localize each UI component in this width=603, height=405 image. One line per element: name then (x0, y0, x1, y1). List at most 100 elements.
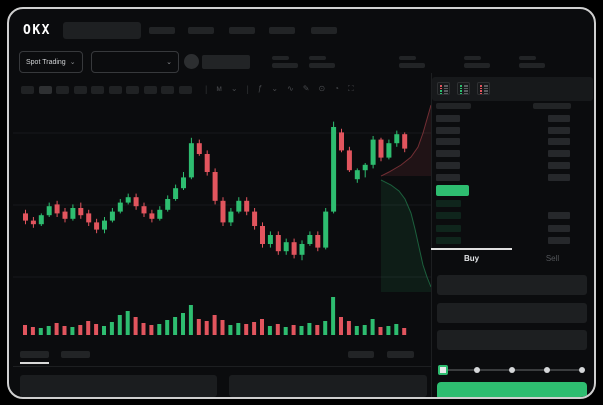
buy-submit-button[interactable] (437, 382, 587, 397)
bid-size-placeholder (548, 224, 570, 232)
slider-stop[interactable] (509, 367, 515, 373)
bottom-tab-active[interactable] (20, 351, 49, 358)
bid-price-placeholder[interactable] (436, 200, 461, 207)
ask-price-placeholder[interactable] (436, 115, 460, 122)
ask-price-placeholder[interactable] (436, 138, 460, 146)
candle (181, 177, 186, 189)
volume-bar (30, 327, 35, 335)
candle (149, 213, 155, 219)
candle (346, 150, 352, 171)
bid-size-placeholder (548, 212, 570, 220)
nav-item-placeholder[interactable] (229, 27, 255, 34)
volume-bar (260, 319, 264, 335)
candle (196, 143, 202, 154)
ask-price-placeholder[interactable] (436, 150, 460, 158)
slider-stop[interactable] (544, 367, 550, 373)
line-tool-icon[interactable]: ∿ (287, 84, 294, 93)
camera-icon[interactable]: ⊙ (318, 84, 326, 93)
candle (62, 211, 68, 219)
timeframe-button[interactable] (161, 86, 174, 94)
chevron-down-icon[interactable]: ⌄ (230, 84, 238, 93)
pair-selector-dropdown[interactable]: ⌄ (91, 51, 179, 73)
bid-price-placeholder[interactable] (436, 224, 461, 232)
pair-name-placeholder[interactable] (202, 55, 250, 69)
candle (339, 132, 344, 151)
bottom-tab[interactable] (61, 351, 90, 358)
timeframe-button[interactable] (38, 86, 52, 94)
timeframe-button[interactable] (91, 86, 104, 94)
search-input[interactable] (63, 22, 141, 39)
candle (117, 202, 123, 212)
timeframe-button[interactable] (108, 86, 122, 94)
timeframe-button[interactable] (178, 86, 192, 94)
volume-bar (299, 326, 304, 335)
order-input-placeholder[interactable] (437, 330, 587, 350)
volume-bar (149, 325, 154, 335)
tab-buy[interactable]: Buy (463, 254, 480, 263)
candle (141, 206, 147, 214)
ask-price-placeholder[interactable] (436, 161, 460, 169)
volume-bar (323, 321, 328, 335)
volume-bar (62, 326, 67, 335)
candle (291, 242, 297, 255)
orderbook-both-icon[interactable] (437, 82, 450, 95)
ask-size-placeholder (548, 138, 570, 146)
candle (236, 200, 242, 212)
slider-stop[interactable] (579, 367, 585, 373)
candle (78, 208, 84, 216)
nav-item-placeholder[interactable] (269, 27, 295, 34)
orderbook-asks-icon[interactable] (477, 82, 490, 95)
candle (299, 244, 305, 255)
timeframe-button[interactable] (143, 86, 157, 94)
volume-bar (196, 319, 201, 335)
volume-bar (315, 325, 320, 335)
timeframe-button[interactable] (73, 86, 87, 94)
candle (283, 242, 289, 252)
volume-bar (54, 323, 59, 335)
candle-type-icon[interactable]: ᴍ (216, 84, 222, 93)
candle (386, 143, 392, 158)
orderbook-bids-icon[interactable] (457, 82, 470, 95)
candle (165, 199, 171, 210)
order-input-placeholder[interactable] (437, 303, 587, 323)
candlestick-chart[interactable] (13, 102, 431, 347)
tab-indicator (431, 248, 512, 250)
timeframe-button[interactable] (56, 86, 69, 94)
history-icon[interactable]: ◔ (334, 84, 339, 93)
ask-size-placeholder (548, 115, 570, 122)
volume-bar (86, 321, 91, 335)
timeframe-button[interactable] (126, 86, 139, 94)
volume-bar (402, 328, 407, 335)
nav-item-placeholder[interactable] (188, 27, 214, 34)
order-input-placeholder[interactable] (437, 275, 587, 295)
candle (102, 220, 107, 230)
depth-chart (380, 104, 431, 292)
nav-item-placeholder[interactable] (149, 27, 175, 34)
amount-slider-handle[interactable] (438, 365, 448, 375)
volume-bar (133, 317, 138, 335)
candle (244, 200, 250, 212)
market-type-dropdown[interactable]: Spot Trading ⌄ (19, 51, 83, 73)
last-price-badge[interactable] (436, 185, 469, 196)
separator: | (205, 84, 208, 94)
fullscreen-icon[interactable]: ⛶ (348, 84, 354, 93)
nav-item-placeholder[interactable] (311, 27, 337, 34)
timeframe-button[interactable] (21, 86, 34, 94)
stat-value-placeholder (464, 63, 490, 68)
volume-bar (38, 328, 43, 335)
candle (157, 209, 163, 219)
bottom-action-placeholder[interactable] (387, 351, 414, 358)
stat-label-placeholder (464, 56, 481, 60)
slider-stop[interactable] (474, 367, 480, 373)
tab-sell[interactable]: Sell (545, 254, 560, 263)
bid-price-placeholder[interactable] (436, 212, 461, 220)
ask-price-placeholder[interactable] (436, 126, 460, 134)
chevron-down-icon[interactable]: ⌄ (271, 84, 279, 93)
ask-price-placeholder[interactable] (436, 173, 460, 181)
bid-price-placeholder[interactable] (436, 236, 461, 244)
draw-tool-icon[interactable]: ✎ (302, 84, 310, 93)
indicator-icon[interactable]: ƒ (257, 84, 263, 93)
volume-bar (370, 319, 375, 335)
candle (173, 188, 179, 199)
bottom-action-placeholder[interactable] (348, 351, 374, 358)
